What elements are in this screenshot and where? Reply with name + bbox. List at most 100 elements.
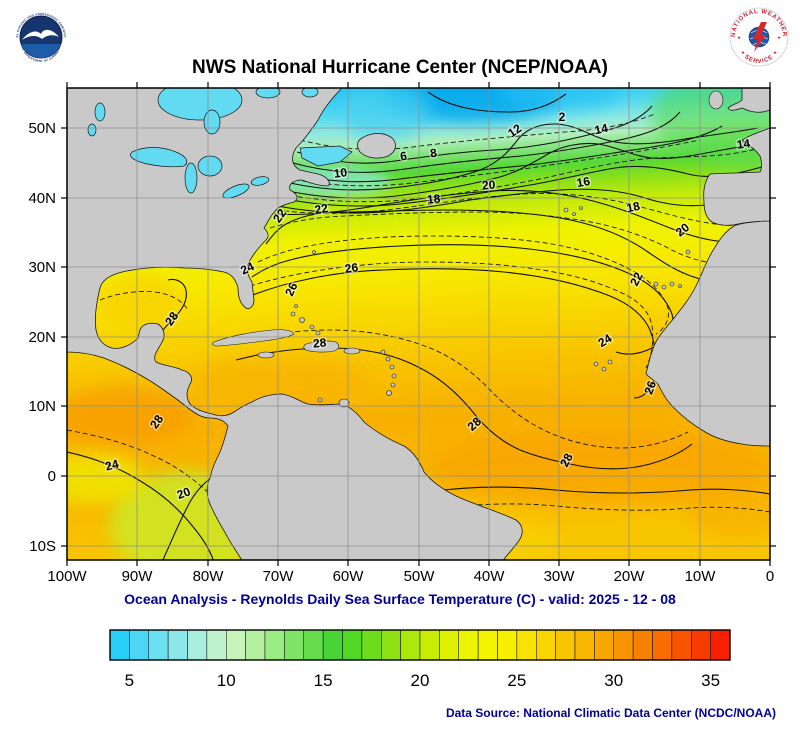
contour-line-12 (285, 123, 759, 191)
island-hispaniola (303, 340, 340, 353)
x-axis-tick-label: 90W (122, 568, 154, 585)
x-axis-tick-label: 100W (47, 568, 87, 585)
contour-line-28-south (427, 486, 770, 495)
colorbar-cell (381, 629, 401, 661)
colorbar-cell (361, 629, 382, 661)
contour-label: 14 (593, 121, 609, 138)
island-cuba (211, 329, 295, 347)
map-canvas (67, 88, 770, 560)
y-axis-tick-label: 20N (28, 329, 56, 346)
star-icon: ★ (777, 35, 782, 40)
colorbar-cell (129, 629, 149, 661)
contour-line-14 (282, 140, 769, 199)
contour-line-27-south (429, 503, 770, 513)
colorbar-cell (439, 629, 459, 661)
noaa-ocean-shape (21, 44, 61, 59)
noaa-logo[interactable]: NATIONAL OCEANIC AND ATMOSPHERIC ADMINIS… (11, 5, 70, 66)
colorbar-cell (536, 629, 556, 661)
contour-label: 8 (429, 146, 438, 161)
x-axis-tick-label: 50W (404, 568, 436, 585)
lightning-bolt-icon (753, 22, 767, 52)
colorbar-cell (187, 629, 208, 661)
y-axis-labels: 50N 40N 30N 20N 10N 0 10S (28, 120, 56, 555)
land-france-iberia (703, 127, 770, 226)
contour-line-8 (292, 111, 681, 173)
colorbar-cell (148, 629, 169, 661)
contour-label: 26 (344, 260, 359, 276)
contour-line-2 (427, 91, 567, 113)
colorbar-cell (516, 629, 537, 661)
contour-label: 2 (559, 110, 566, 124)
colorbar-cell (710, 629, 731, 661)
colorbar-cell (284, 629, 304, 661)
colorbar-cell (574, 629, 595, 661)
islands-azores (563, 206, 583, 216)
island-bermuda (312, 250, 316, 254)
land-masses (67, 88, 770, 560)
contour-label: 16 (576, 174, 592, 190)
colorbar-cell (613, 629, 634, 661)
data-source-text: Data Source: National Climatic Data Cent… (445, 706, 776, 720)
lake-winnipeg (94, 102, 106, 122)
contour-label: 18 (426, 191, 441, 206)
colorbar-cell (555, 629, 576, 661)
x-axis-tick-label: 0 (766, 568, 774, 585)
x-axis-tick-label: 20W (614, 568, 646, 585)
colorbar-cell (245, 629, 266, 661)
lake-huron (197, 155, 223, 177)
contour-line-23 (257, 235, 669, 335)
colorbar-cell (632, 629, 653, 661)
land-africa (645, 219, 770, 447)
lake-michigan (184, 162, 198, 194)
y-axis-tick-label: 0 (48, 468, 56, 485)
contour-label: 28 (312, 335, 327, 350)
y-axis-tick-label: 10N (28, 398, 56, 415)
ungava-bay (301, 88, 319, 98)
y-axis-tick-label: 10S (29, 538, 56, 555)
colorbar-tick-label: 35 (701, 671, 720, 690)
island-madeira (685, 249, 691, 255)
hudson-strait (255, 88, 281, 99)
colorbar-cell (477, 629, 498, 661)
colorbar-cell (167, 629, 188, 661)
x-axis-tick-label: 80W (193, 568, 225, 585)
colorbar-cell (303, 629, 324, 661)
lake-erie (222, 183, 250, 199)
colorbar-cell (497, 629, 518, 661)
island-puerto-rico (343, 347, 361, 355)
contour-line-gulf (99, 291, 189, 311)
hudson-bay (157, 88, 243, 121)
colorbar-tick-labels: 5 10 15 20 25 30 35 (125, 671, 720, 690)
colorbar-cell (458, 629, 479, 661)
colorbar-cell (264, 629, 285, 661)
map-caption: Ocean Analysis - Reynolds Daily Sea Surf… (124, 591, 676, 607)
james-bay (203, 109, 221, 135)
islands-bahamas (290, 304, 321, 336)
regional-temperature-patches (67, 88, 770, 560)
colorbar-cell (419, 629, 440, 661)
island-trinidad (338, 398, 350, 408)
contour-label: 18 (625, 199, 641, 216)
land-britain (727, 88, 770, 113)
land-ireland (708, 90, 724, 110)
contour-line-15 (281, 145, 770, 203)
contour-line-11 (286, 139, 701, 187)
x-axis-labels: 100W 90W 80W 70W 60W 50W 40W 30W 20W 10W 0 (47, 568, 774, 585)
contour-label: 6 (399, 149, 408, 164)
star-icon: ★ (737, 35, 742, 40)
colorbar-cell (322, 629, 343, 661)
colorbar-cell (594, 629, 614, 661)
nws-logo[interactable]: NATIONAL WEATHER SERVICE ★ ★ ★ ★ (729, 7, 789, 67)
colorbar-tick-label: 5 (125, 671, 134, 690)
islands-lesser-antilles (317, 349, 397, 408)
colorbar-tick-label: 15 (314, 671, 333, 690)
contour-label: 14 (736, 136, 751, 152)
colorbar-cell (342, 629, 363, 661)
lake-manitoba (87, 123, 97, 137)
contour-label: 10 (333, 165, 348, 181)
contour-line-19 (275, 193, 770, 226)
contour-label: 20 (481, 177, 496, 192)
contour-label: 22 (314, 201, 330, 217)
